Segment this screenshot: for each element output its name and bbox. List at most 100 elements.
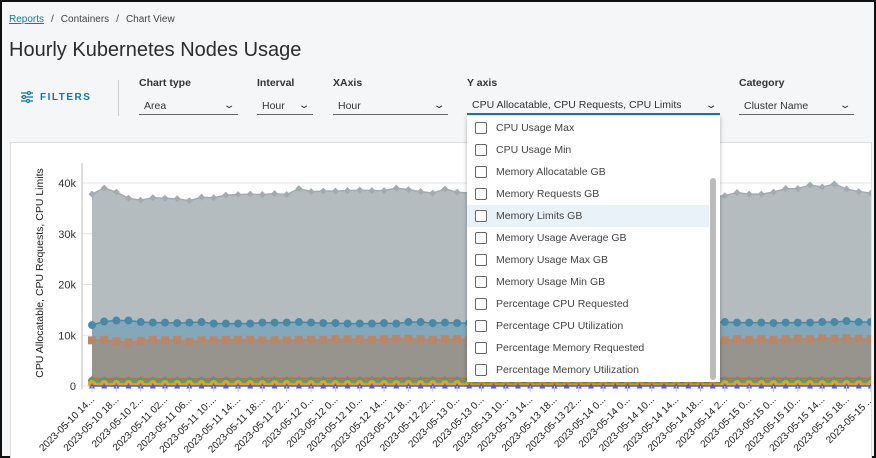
data-point <box>125 383 132 389</box>
data-point <box>344 383 351 389</box>
yaxis-option[interactable]: Percentage CPU Utilization <box>467 315 709 337</box>
data-point <box>222 383 229 389</box>
data-point <box>161 194 169 202</box>
data-point <box>88 190 96 198</box>
data-point <box>162 383 169 389</box>
checkbox[interactable] <box>475 254 487 266</box>
yaxis-option[interactable]: Memory Usage Max GB <box>467 249 709 271</box>
breadcrumb-containers: Containers <box>60 14 110 25</box>
checkbox[interactable] <box>475 144 487 156</box>
page-title: Hourly Kubernetes Nodes Usage <box>9 39 302 61</box>
data-point <box>855 383 862 389</box>
data-point <box>416 318 425 327</box>
data-point <box>867 189 871 197</box>
checkbox[interactable] <box>475 166 487 178</box>
chevron-down-icon: ⌄ <box>704 99 718 111</box>
data-point <box>794 383 801 389</box>
data-point <box>441 383 448 389</box>
checkbox[interactable] <box>475 342 487 354</box>
data-point <box>769 319 778 328</box>
data-point <box>295 185 303 193</box>
data-point <box>186 383 193 389</box>
data-point <box>308 383 315 389</box>
data-point <box>185 337 194 346</box>
data-point <box>855 188 863 196</box>
data-point <box>440 318 449 327</box>
data-point <box>794 185 802 193</box>
data-point <box>198 383 205 389</box>
data-point <box>843 383 850 389</box>
data-point <box>453 319 462 328</box>
category-select[interactable]: Cluster Name ⌄ <box>739 97 854 115</box>
yaxis-option[interactable]: Percentage Memory Utilization <box>467 359 709 381</box>
yaxis-select[interactable]: CPU Allocatable, CPU Requests, CPU Limit… <box>467 97 720 115</box>
checkbox[interactable] <box>475 276 487 288</box>
checkbox[interactable] <box>475 188 487 200</box>
checkbox[interactable] <box>475 298 487 310</box>
option-label: Percentage CPU Requested <box>496 298 629 310</box>
yaxis-option[interactable]: Memory Allocatable GB <box>467 161 709 183</box>
chart-type-select[interactable]: Area ⌄ <box>139 97 238 115</box>
data-point <box>587 383 594 389</box>
option-label: Memory Allocatable GB <box>496 166 606 178</box>
y-tick-label: 0 <box>70 381 76 393</box>
checkbox[interactable] <box>475 364 487 376</box>
category-value: Cluster Name <box>744 99 809 112</box>
data-point <box>624 383 631 389</box>
chart-type-label: Chart type <box>139 77 191 89</box>
yaxis-option[interactable]: CPU Usage Min <box>467 139 709 161</box>
data-point <box>343 335 352 344</box>
checkbox[interactable] <box>475 232 487 244</box>
data-point <box>271 383 278 389</box>
yaxis-option[interactable]: Percentage Memory Requested <box>467 337 709 359</box>
data-point <box>393 383 400 389</box>
data-point <box>258 191 266 199</box>
data-point <box>733 335 742 344</box>
yaxis-option[interactable]: CPU Usage Max <box>467 117 709 139</box>
data-point <box>490 383 497 389</box>
filters-button[interactable]: FILTERS <box>20 91 91 103</box>
interval-value: Hour <box>262 99 285 112</box>
divider <box>118 80 119 116</box>
checkbox[interactable] <box>475 320 487 332</box>
yaxis-option[interactable]: Memory Limits GB <box>467 205 709 227</box>
data-point <box>88 336 96 345</box>
data-point <box>819 383 826 389</box>
data-point <box>733 318 742 327</box>
data-point <box>757 335 766 344</box>
checkbox[interactable] <box>475 210 487 222</box>
data-point <box>89 383 95 389</box>
data-point <box>270 318 279 327</box>
breadcrumb-reports-link[interactable]: Reports <box>9 14 45 25</box>
dropdown-scrollbar[interactable] <box>710 178 716 380</box>
yaxis-option[interactable]: Memory Usage Min GB <box>467 271 709 293</box>
data-point <box>428 335 437 344</box>
yaxis-option[interactable]: Memory Requests GB <box>467 183 709 205</box>
checkbox[interactable] <box>475 122 487 134</box>
data-point <box>746 383 753 389</box>
data-point <box>600 383 607 389</box>
interval-label: Interval <box>257 77 295 89</box>
data-point <box>367 335 376 344</box>
data-point <box>148 335 157 344</box>
data-point <box>551 383 558 389</box>
yaxis-option[interactable]: Memory Usage Average GB <box>467 227 709 249</box>
data-point <box>392 184 400 192</box>
data-point <box>793 334 802 343</box>
data-point <box>221 335 230 344</box>
interval-select[interactable]: Hour ⌄ <box>257 97 313 115</box>
yaxis-option[interactable]: Percentage CPU Requested <box>467 293 709 315</box>
data-point <box>259 383 266 389</box>
data-point <box>380 187 388 195</box>
data-point <box>818 318 827 327</box>
data-point <box>294 335 303 344</box>
data-point <box>185 318 194 327</box>
data-point <box>235 383 242 389</box>
data-point <box>210 383 217 389</box>
yaxis-value: CPU Allocatable, CPU Requests, CPU Limit… <box>472 99 682 111</box>
data-point <box>563 383 570 389</box>
y-axis-label: CPU Allocatable, CPU Requests, CPU Limit… <box>34 168 46 378</box>
yaxis-field: Y axis CPU Allocatable, CPU Requests, CP… <box>467 77 720 115</box>
xaxis-select[interactable]: Hour ⌄ <box>333 97 448 115</box>
data-point <box>137 196 145 204</box>
